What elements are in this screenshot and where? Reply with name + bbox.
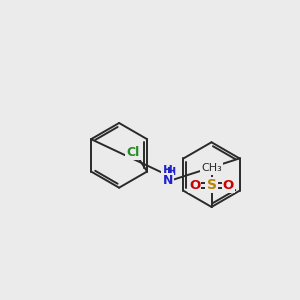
Text: O: O: [189, 179, 200, 192]
Text: CH₃: CH₃: [201, 164, 222, 173]
Text: Cl: Cl: [127, 146, 140, 159]
Text: N: N: [162, 174, 173, 187]
Text: H: H: [167, 167, 176, 176]
Text: O: O: [223, 179, 234, 192]
Text: H
N: H N: [163, 164, 172, 193]
Text: S: S: [206, 178, 217, 192]
